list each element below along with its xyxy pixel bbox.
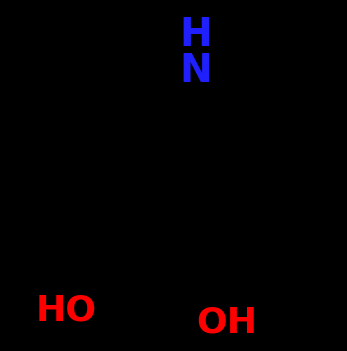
Text: OH: OH — [197, 306, 258, 340]
Text: N: N — [180, 52, 212, 90]
Text: HO: HO — [35, 294, 96, 327]
Text: H: H — [180, 16, 212, 54]
